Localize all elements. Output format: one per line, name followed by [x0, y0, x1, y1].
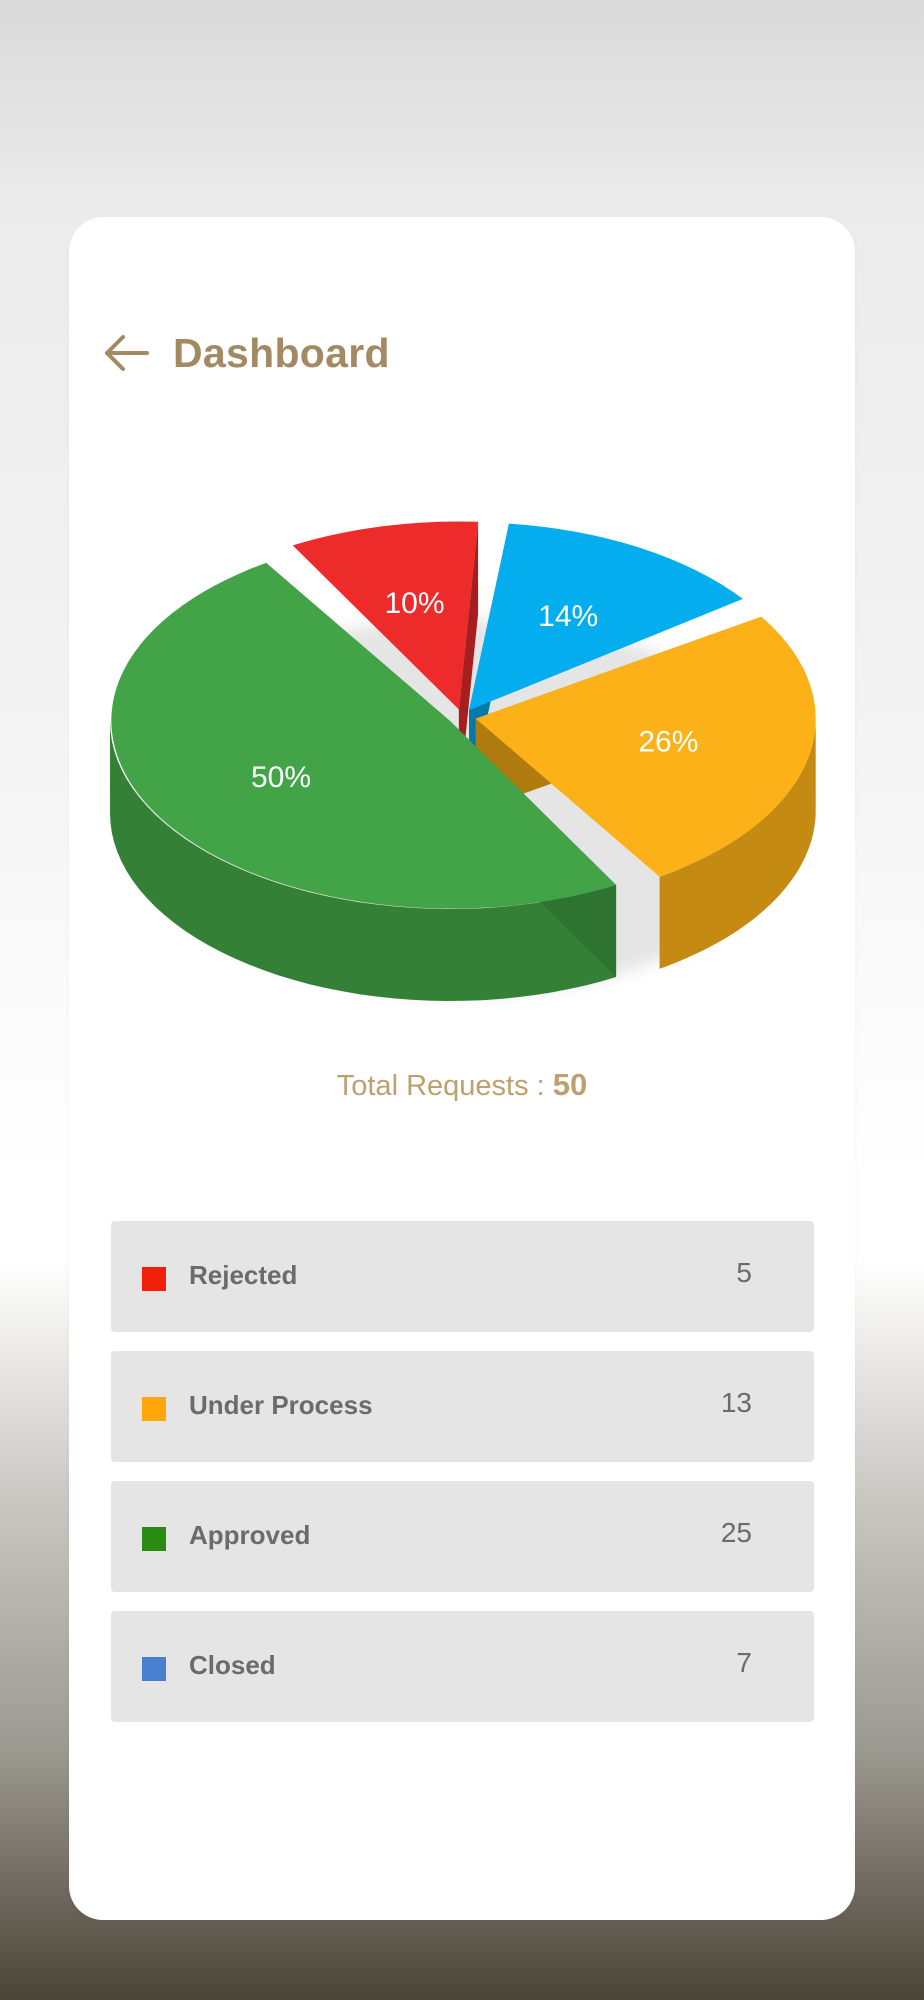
pie-slice-side-under-process	[659, 718, 816, 969]
legend-label: Rejected	[189, 1260, 298, 1290]
pie-label-rejected: 10%	[384, 587, 444, 620]
status-legend: Rejected 5 Under Process 13 Approved 25 …	[111, 1221, 814, 1741]
legend-count: 7	[736, 1647, 752, 1678]
closed-swatch-icon	[142, 1657, 166, 1681]
under-process-swatch-icon	[142, 1397, 166, 1421]
pie-chart: 10% 14% 26% 50%	[69, 477, 855, 1057]
legend-row-approved[interactable]: Approved 25	[111, 1481, 814, 1592]
dashboard-card: Dashboard 10% 14% 26% 50% Total Requests : …	[69, 217, 855, 1920]
approved-swatch-icon	[142, 1527, 166, 1551]
legend-label: Approved	[189, 1520, 311, 1550]
pie-slice-rejected[interactable]	[292, 521, 479, 710]
pie-label-approved: 50%	[251, 761, 311, 794]
pie-slice-wall-rejected	[458, 521, 479, 802]
legend-count: 25	[720, 1517, 752, 1548]
legend-label: Closed	[189, 1650, 276, 1680]
page-title: Dashboard	[173, 329, 390, 376]
pie-slice-side-approved	[110, 721, 617, 1001]
legend-row-rejected[interactable]: Rejected 5	[111, 1221, 814, 1332]
total-requests-value: 50	[552, 1067, 588, 1102]
pie-chart-svg: 10% 14% 26% 50%	[110, 521, 816, 1001]
legend-label: Under Process	[189, 1390, 373, 1420]
pie-label-closed: 14%	[538, 600, 598, 633]
legend-row-under-process[interactable]: Under Process 13	[111, 1351, 814, 1462]
pie-labels: 10% 14% 26% 50%	[251, 587, 698, 794]
legend-count: 5	[736, 1257, 752, 1288]
legend-row-closed[interactable]: Closed 7	[111, 1611, 814, 1722]
pie-tops	[111, 521, 816, 909]
legend-count: 13	[720, 1387, 752, 1418]
header: Dashboard	[101, 323, 390, 383]
rejected-swatch-icon	[142, 1267, 166, 1291]
total-requests-label: Total Requests :	[336, 1070, 545, 1102]
pie-slice-under-process[interactable]	[475, 616, 816, 877]
pie-label-under-process: 26%	[638, 726, 698, 759]
pie-slice-approved[interactable]	[111, 562, 617, 909]
total-requests: Total Requests : 50	[69, 1067, 855, 1103]
pie-slice-closed[interactable]	[469, 523, 743, 711]
arrow-left-icon[interactable]	[101, 328, 151, 378]
